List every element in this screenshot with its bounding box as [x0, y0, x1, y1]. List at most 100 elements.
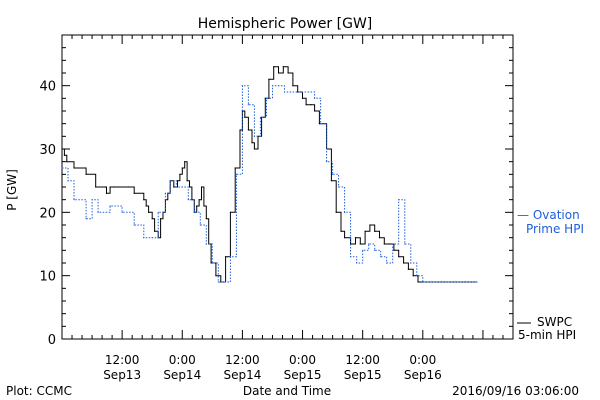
y-tick-label: 0 — [48, 333, 56, 348]
ovation-point — [434, 281, 436, 283]
ovation-point — [362, 249, 364, 251]
swpc-point — [253, 148, 256, 150]
ovation-point — [169, 180, 171, 182]
ovation-point — [143, 237, 145, 239]
y-axis: 0 10 20 30 40 — [39, 34, 513, 348]
ovation-point — [380, 256, 382, 258]
swpc-point — [147, 211, 150, 213]
ovation-point — [247, 104, 250, 106]
ovation-point — [307, 91, 310, 93]
y-tick-label: 30 — [39, 143, 56, 158]
ovation-point — [229, 256, 231, 258]
ovation-point — [398, 199, 400, 201]
swpc-point — [330, 180, 332, 182]
ovation-point — [253, 135, 256, 137]
swpc-point — [310, 104, 312, 106]
ovation-point — [319, 123, 322, 125]
swpc-point — [85, 173, 87, 175]
swpc-point — [264, 97, 266, 99]
ovation-point — [356, 262, 358, 264]
swpc-point — [412, 275, 414, 277]
swpc-point — [388, 243, 390, 245]
ovation-point — [91, 199, 93, 201]
swpc-point — [220, 281, 222, 283]
swpc-point — [318, 123, 320, 125]
ovation-point — [416, 275, 418, 277]
footer-timestamp: 2016/09/16 03:06:00 — [452, 384, 579, 398]
swpc-point — [224, 256, 227, 258]
swpc-point — [63, 154, 66, 156]
swpc-point — [95, 186, 97, 188]
ovation-point — [97, 211, 99, 213]
ovation-point — [301, 91, 304, 93]
swpc-point — [154, 230, 156, 232]
ovation-point — [313, 97, 316, 99]
swpc-point — [191, 199, 193, 201]
swpc-point — [127, 186, 129, 188]
swpc-point — [374, 230, 376, 232]
swpc-point — [184, 161, 186, 163]
swpc-point — [109, 186, 111, 188]
x-tick-time-label: 0:00 — [289, 353, 316, 367]
swpc-point — [181, 167, 183, 169]
swpc-point — [247, 129, 250, 131]
y-axis-label: P [GW] — [5, 169, 19, 211]
swpc-point — [417, 281, 419, 283]
chart-title: Hemispheric Power [GW] — [198, 16, 373, 32]
y-tick-label: 20 — [39, 206, 56, 221]
ovation-point — [338, 186, 340, 188]
swpc-point — [313, 110, 316, 112]
swpc-point — [203, 205, 205, 207]
ovation-point — [289, 91, 292, 93]
ovation-point — [259, 116, 262, 118]
series-ovation-line — [62, 85, 477, 283]
legend-swpc-line2: 5-min HPI — [518, 328, 576, 342]
x-tick-date-label: Sep15 — [344, 368, 382, 382]
swpc-point — [407, 268, 409, 270]
ovation-point — [67, 180, 69, 182]
swpc-point — [198, 199, 200, 201]
swpc-point — [151, 218, 153, 220]
ovation-point — [164, 192, 167, 194]
ovation-point — [85, 218, 87, 220]
swpc-point — [398, 256, 400, 258]
ovation-point — [386, 262, 388, 264]
ovation-point — [458, 281, 460, 283]
swpc-point — [383, 243, 385, 245]
y-tick-label: 10 — [39, 270, 56, 285]
swpc-point — [359, 243, 361, 245]
ovation-point — [265, 97, 268, 99]
ovation-point — [223, 281, 225, 283]
ovation-point — [283, 91, 286, 93]
swpc-point — [176, 180, 179, 182]
x-tick-date-label: Sep16 — [404, 368, 442, 382]
legend-ovation-line1: — Ovation — [517, 208, 580, 222]
x-tick-time-label: 12:00 — [345, 353, 380, 367]
x-tick-time-label: 0:00 — [409, 353, 436, 367]
x-tick-time-label: 0:00 — [169, 353, 196, 367]
swpc-point — [117, 186, 120, 188]
ovation-point — [193, 211, 195, 213]
swpc-point — [179, 173, 181, 175]
ovation-point — [332, 173, 334, 175]
x-axis-label: Date and Time — [243, 384, 331, 398]
x-tick-time-label: 12:00 — [105, 353, 140, 367]
ovation-point — [476, 281, 478, 283]
swpc-point — [173, 186, 175, 188]
ovation-point — [325, 161, 328, 163]
ovation-point — [205, 243, 207, 245]
swpc-point — [105, 192, 108, 194]
swpc-point — [66, 161, 68, 163]
x-tick-date-label: Sep15 — [284, 368, 322, 382]
ovation-point — [350, 256, 352, 258]
swpc-point — [210, 262, 212, 264]
swpc-point — [273, 66, 275, 68]
legend-swpc-line1: SWPC — [537, 315, 572, 329]
ovation-point — [410, 262, 412, 264]
swpc-point — [364, 230, 366, 232]
ovation-point — [235, 173, 237, 175]
swpc-point — [297, 91, 299, 93]
swpc-point — [335, 211, 337, 213]
swpc-point — [61, 148, 63, 150]
